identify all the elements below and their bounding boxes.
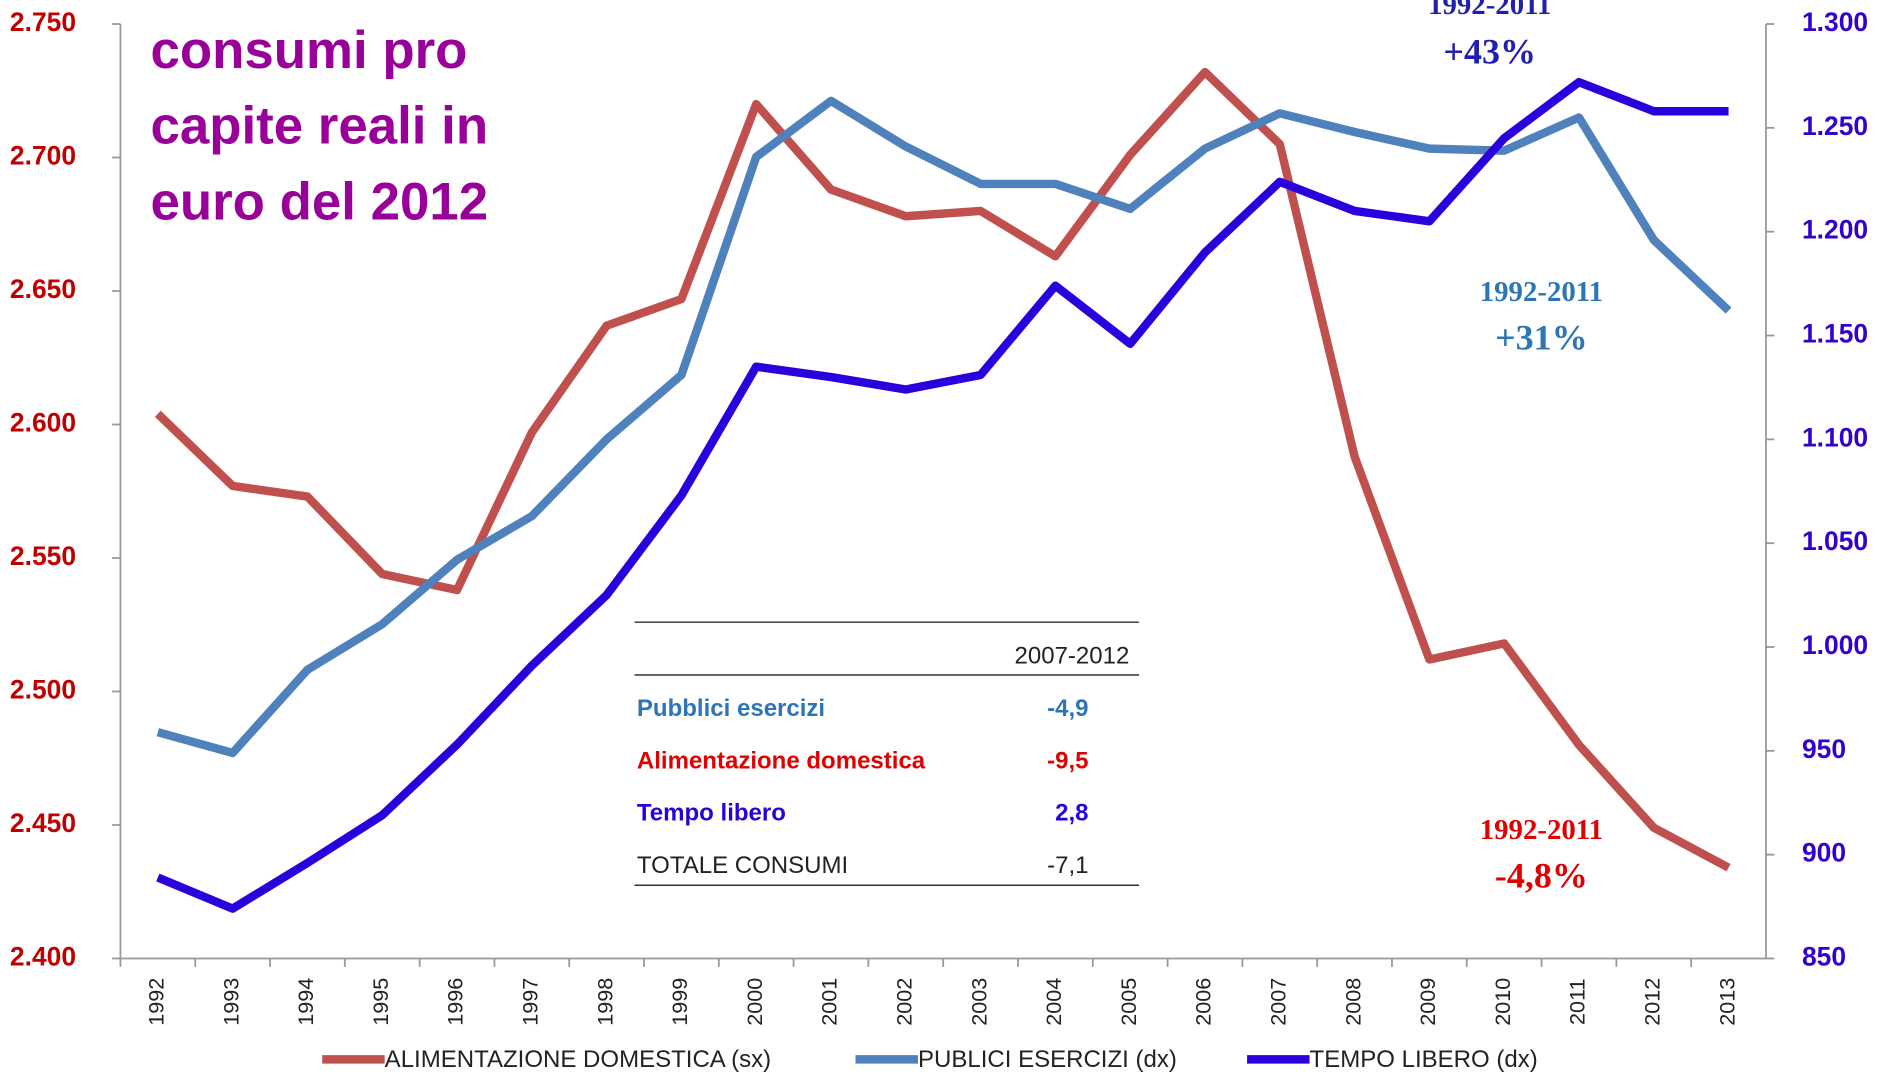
- title-line: euro del 2012: [150, 172, 488, 231]
- x-tick-label: 1993: [218, 978, 243, 1026]
- table-row-value: -4,9: [1047, 695, 1088, 722]
- x-tick-label: 2002: [892, 978, 917, 1026]
- y2-tick-label: 1.300: [1802, 7, 1868, 37]
- y2-tick-label: 1.100: [1802, 422, 1868, 452]
- x-tick-label: 2008: [1340, 978, 1365, 1026]
- annotation-period: 1992-2011: [1428, 0, 1551, 21]
- x-tick-label: 2012: [1639, 978, 1664, 1026]
- title-line: consumi pro: [150, 21, 467, 80]
- table-row-label: TOTALE CONSUMI: [637, 852, 848, 879]
- y2-tick-label: 900: [1802, 838, 1846, 868]
- x-tick-label: 1995: [368, 978, 393, 1026]
- legend-label: PUBLICI ESERCIZI (dx): [918, 1046, 1177, 1073]
- y2-tick-label: 1.150: [1802, 318, 1868, 348]
- annotation-change: -4,8%: [1495, 855, 1588, 895]
- x-tick-label: 2010: [1490, 978, 1515, 1026]
- summary-table: 2007-2012 Pubblici esercizi -4,9 Alimentaz…: [634, 621, 1139, 886]
- series-line: [156, 96, 1732, 758]
- y-tick-label: 2.650: [10, 274, 76, 304]
- y-tick-label: 2.500: [10, 674, 76, 704]
- x-tick-label: 1997: [518, 978, 543, 1026]
- table-row-value: -7,1: [1047, 852, 1088, 879]
- legend-label: ALIMENTAZIONE DOMESTICA (sx): [385, 1046, 772, 1073]
- x-tick-label: 1999: [667, 978, 692, 1026]
- y-tick-label: 2.450: [10, 808, 76, 838]
- y2-tick-label: 1.050: [1802, 526, 1868, 556]
- y2-tick-label: 1.000: [1802, 630, 1868, 660]
- x-tick-label: 1994: [293, 978, 318, 1026]
- x-tick-label: 2003: [966, 978, 991, 1026]
- x-tick-label: 1996: [443, 978, 468, 1026]
- table-row-label: Pubblici esercizi: [637, 695, 825, 722]
- x-tick-label: 2005: [1116, 978, 1141, 1026]
- x-tick-label: 1992: [144, 978, 169, 1026]
- y2-tick-label: 1.200: [1802, 215, 1868, 245]
- x-tick-label: 2000: [742, 978, 767, 1026]
- table-row-value: 2,8: [1055, 800, 1088, 827]
- y-tick-label: 2.750: [10, 7, 76, 37]
- annotation-change: +43%: [1443, 32, 1536, 72]
- x-tick-label: 2004: [1041, 978, 1066, 1026]
- x-tick-label: 2006: [1191, 978, 1216, 1026]
- annotation-period: 1992-2011: [1480, 276, 1603, 308]
- table-row-value: -9,5: [1047, 747, 1088, 774]
- y-tick-label: 2.400: [10, 941, 76, 971]
- y2-tick-label: 850: [1802, 941, 1846, 971]
- title-line: capite reali in: [150, 97, 488, 156]
- x-tick-label: 2011: [1565, 978, 1590, 1024]
- table-header: 2007-2012: [1015, 642, 1130, 669]
- x-tick-label: 2009: [1415, 978, 1440, 1026]
- y-tick-label: 2.550: [10, 541, 76, 571]
- x-tick-label: 2001: [817, 978, 842, 1026]
- series-line: [156, 77, 1729, 913]
- y2-tick-label: 1.250: [1802, 111, 1868, 141]
- legend-label: TEMPO LIBERO (dx): [1310, 1046, 1538, 1073]
- table-row-label: Tempo libero: [637, 800, 786, 827]
- y-tick-label: 2.600: [10, 407, 76, 437]
- series-line: [154, 67, 1731, 872]
- annotation-period: 1992-2011: [1480, 814, 1603, 846]
- y2-tick-label: 950: [1802, 734, 1846, 764]
- x-tick-label: 2013: [1714, 978, 1739, 1026]
- x-tick-label: 2007: [1266, 978, 1291, 1026]
- annotation-change: +31%: [1495, 317, 1588, 357]
- x-tick-label: 1998: [592, 978, 617, 1026]
- y-tick-label: 2.700: [10, 141, 76, 171]
- table-row-label: Alimentazione domestica: [637, 747, 926, 774]
